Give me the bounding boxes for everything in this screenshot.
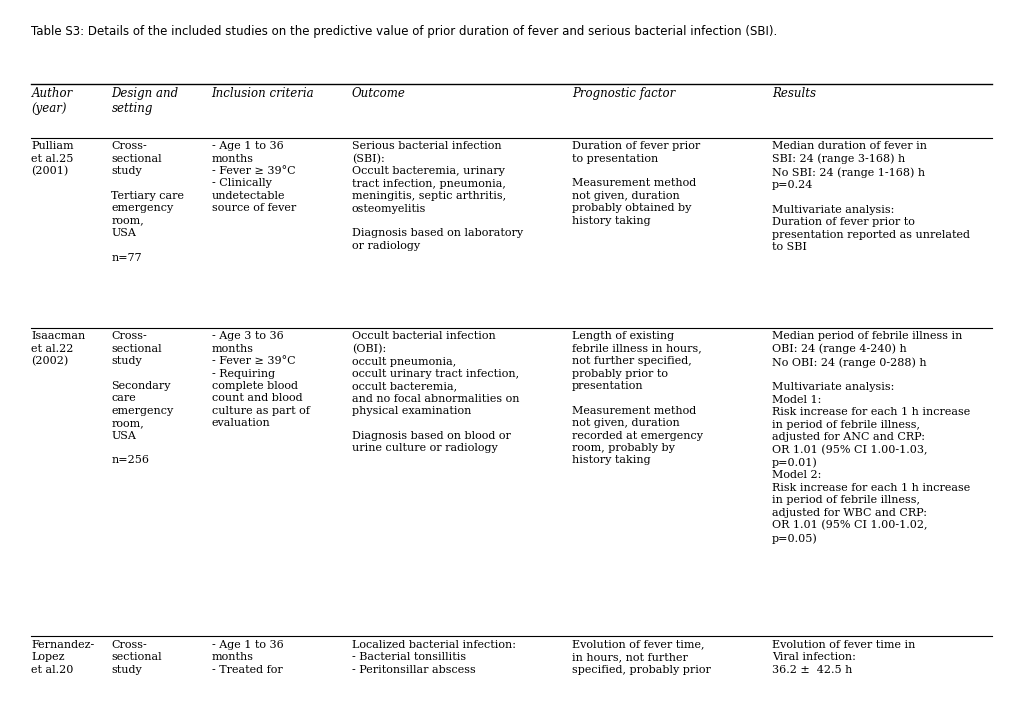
Text: Serious bacterial infection
(SBI):
Occult bacteremia, urinary
tract infection, p: Serious bacterial infection (SBI): Occul… — [352, 141, 523, 251]
Text: Pulliam
et al.25
(2001): Pulliam et al.25 (2001) — [32, 141, 74, 176]
Text: Table S3: Details of the included studies on the predictive value of prior durat: Table S3: Details of the included studie… — [31, 25, 776, 38]
Text: Cross-
sectional
study

Secondary
care
emergency
room,
USA

n=256: Cross- sectional study Secondary care em… — [111, 331, 173, 465]
Text: Design and
setting: Design and setting — [111, 87, 178, 115]
Text: - Age 1 to 36
months
- Treated for: - Age 1 to 36 months - Treated for — [211, 639, 283, 675]
Text: Evolution of fever time,
in hours, not further
specified, probably prior: Evolution of fever time, in hours, not f… — [572, 639, 710, 675]
Text: Length of existing
febrile illness in hours,
not further specified,
probably pri: Length of existing febrile illness in ho… — [572, 331, 702, 465]
Text: - Age 1 to 36
months
- Fever ≥ 39°C
- Clinically
undetectable
source of fever: - Age 1 to 36 months - Fever ≥ 39°C - Cl… — [211, 141, 296, 213]
Text: Localized bacterial infection:
- Bacterial tonsillitis
- Peritonsillar abscess: Localized bacterial infection: - Bacteri… — [352, 639, 516, 675]
Text: Duration of fever prior
to presentation

Measurement method
not given, duration
: Duration of fever prior to presentation … — [572, 141, 699, 225]
Text: Prognostic factor: Prognostic factor — [572, 87, 675, 101]
Text: Cross-
sectional
study

Tertiary care
emergency
room,
USA

n=77: Cross- sectional study Tertiary care eme… — [111, 141, 184, 263]
Text: Outcome: Outcome — [352, 87, 406, 101]
Text: Cross-
sectional
study: Cross- sectional study — [111, 639, 162, 675]
Text: Results: Results — [771, 87, 815, 101]
Text: Inclusion criteria: Inclusion criteria — [211, 87, 314, 101]
Text: - Age 3 to 36
months
- Fever ≥ 39°C
- Requiring
complete blood
count and blood
c: - Age 3 to 36 months - Fever ≥ 39°C - Re… — [211, 331, 309, 428]
Text: Median period of febrile illness in
OBI: 24 (range 4-240) h
No OBI: 24 (range 0-: Median period of febrile illness in OBI:… — [771, 331, 969, 544]
Text: Evolution of fever time in
Viral infection:
36.2 ±  42.5 h: Evolution of fever time in Viral infecti… — [771, 639, 914, 675]
Text: Author
(year): Author (year) — [32, 87, 72, 115]
Text: Isaacman
et al.22
(2002): Isaacman et al.22 (2002) — [32, 331, 86, 366]
Text: Fernandez-
Lopez
et al.20: Fernandez- Lopez et al.20 — [32, 639, 95, 675]
Text: Median duration of fever in
SBI: 24 (range 3-168) h
No SBI: 24 (range 1-168) h
p: Median duration of fever in SBI: 24 (ran… — [771, 141, 969, 252]
Text: Occult bacterial infection
(OBI):
occult pneumonia,
occult urinary tract infecti: Occult bacterial infection (OBI): occult… — [352, 331, 519, 454]
